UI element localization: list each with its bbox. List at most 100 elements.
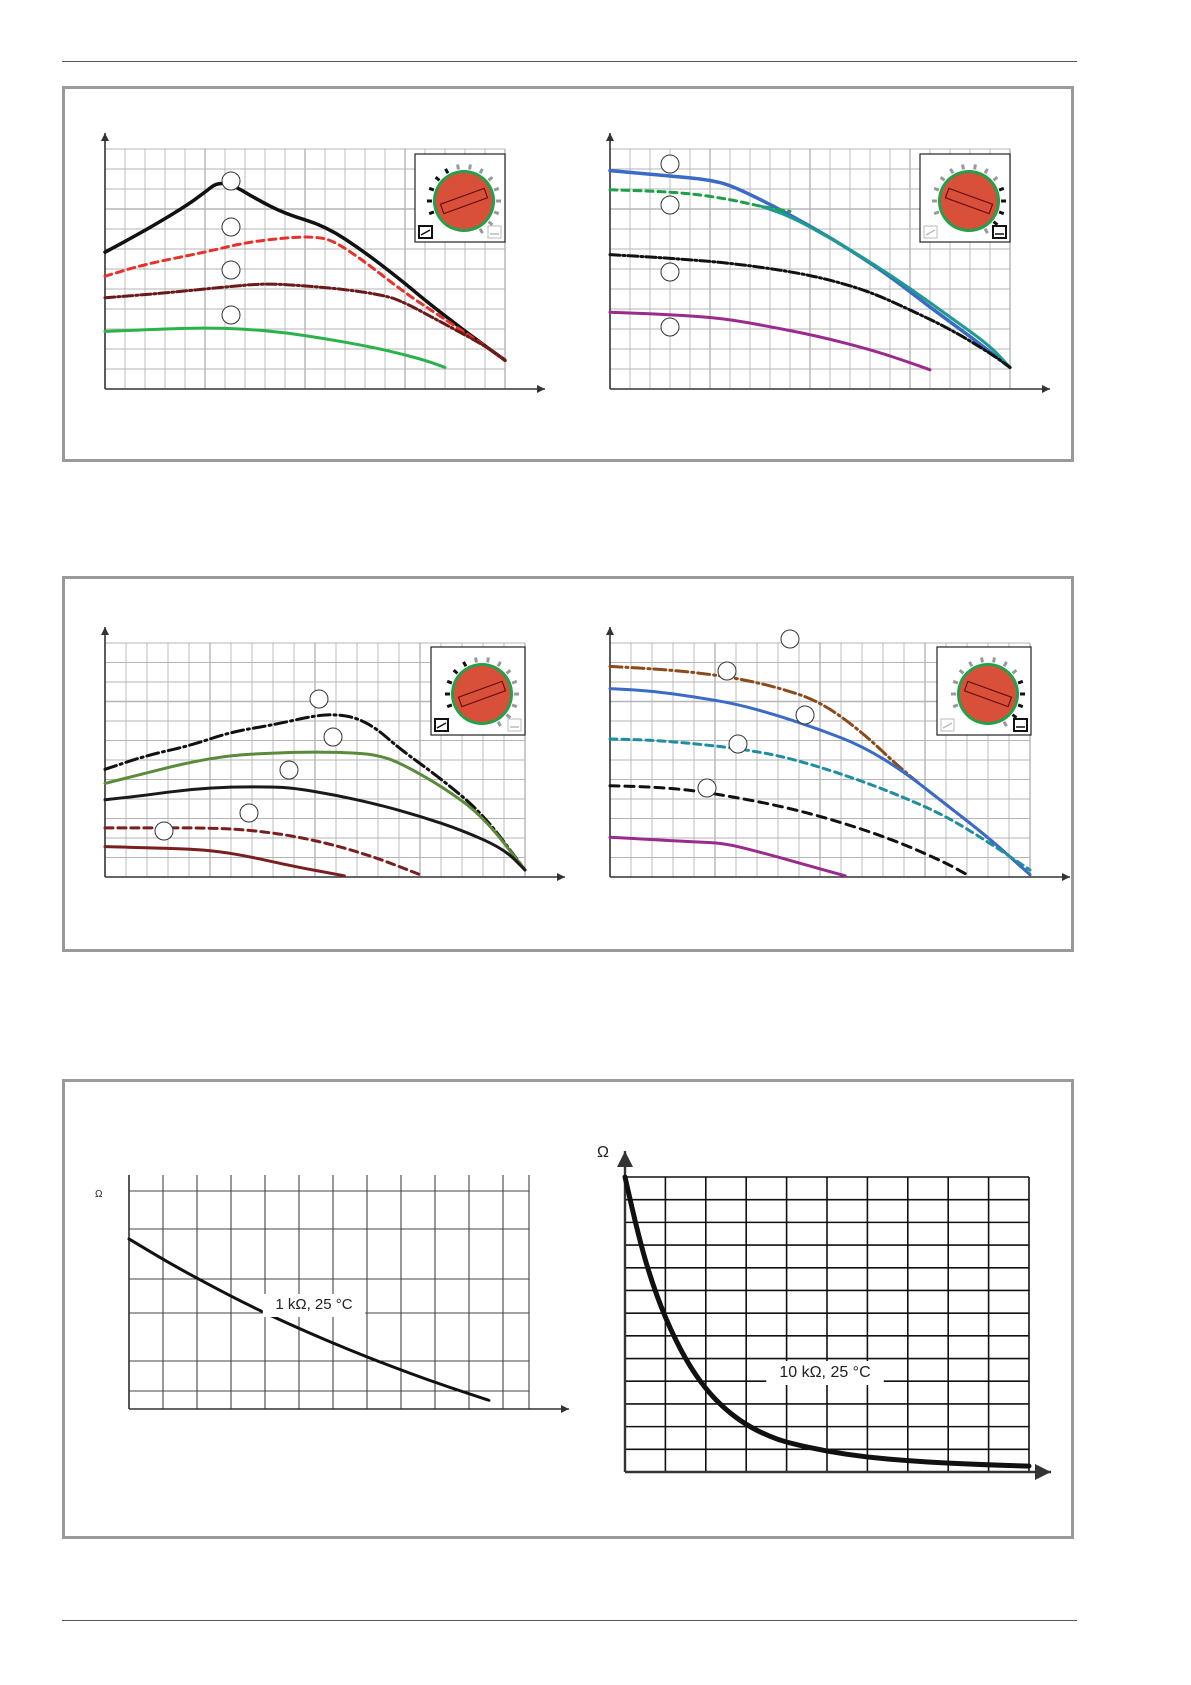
curve-marker-1 (221, 171, 241, 191)
dial-tick (446, 679, 453, 685)
dial-tick (493, 210, 500, 216)
x-axis-arrow (1035, 1464, 1051, 1480)
y-axis-label: Ω (597, 1144, 609, 1161)
curve-marker-2 (717, 661, 737, 681)
series-line-4 (608, 784, 969, 877)
x-axis-arrow (1062, 873, 1070, 881)
series-line-1 (608, 168, 1012, 370)
dial-selector (414, 153, 506, 243)
axes (617, 1151, 1051, 1480)
constant-pressure-icon (487, 225, 502, 239)
dial-tick (992, 176, 999, 182)
curve-marker-3 (795, 705, 815, 725)
figure-panel-1 (62, 86, 1074, 462)
dial-tick (478, 227, 484, 234)
dial-tick (952, 679, 959, 685)
dial-tick (983, 227, 989, 234)
y-axis-arrow (606, 133, 614, 141)
constant-pressure-icon (992, 225, 1007, 239)
dial-tick (478, 168, 484, 175)
curve-marker-1 (309, 689, 329, 709)
curve-marker-4 (660, 317, 680, 337)
grid (624, 1176, 1030, 1473)
dial-tick (1002, 720, 1008, 727)
axes (101, 133, 545, 393)
dial-tick (1002, 661, 1008, 668)
panel-3-svg: 1 kΩ, 25 °C Ω 10 kΩ, 25 °C Ω (95, 1144, 1051, 1480)
dial-pointer (439, 187, 489, 215)
dial-pointer (963, 680, 1013, 708)
dial-tick (434, 176, 441, 182)
curve-marker-5 (697, 778, 717, 798)
dial-tick (428, 210, 435, 216)
series-line-2 (103, 235, 507, 362)
dial-tick (1017, 703, 1024, 709)
figure-panel-3: 1 kΩ, 25 °C Ω 10 kΩ, 25 °C Ω (62, 1079, 1074, 1539)
series-line-1 (622, 1174, 1032, 1469)
axes (128, 1175, 569, 1413)
dial-tick (998, 186, 1005, 192)
x-axis-arrow (537, 385, 545, 393)
dial-tick (511, 679, 518, 685)
proportional-pressure-icon (923, 225, 938, 239)
curve-marker-5 (154, 821, 174, 841)
curve-marker-2 (221, 217, 241, 237)
x-axis-arrow (1042, 385, 1050, 393)
dial-tick (973, 164, 977, 170)
dial-tick (958, 669, 965, 675)
series-line-3 (608, 737, 1032, 872)
curve-marker-1 (780, 629, 800, 649)
proportional-pressure-icon (418, 225, 433, 239)
dial-tick (939, 176, 946, 182)
dial-pointer (944, 187, 994, 215)
series-line-2 (608, 188, 792, 213)
dial-tick (1017, 679, 1024, 685)
x-axis-arrow (557, 873, 565, 881)
chart-ntc-10k: 10 kΩ, 25 °C Ω (597, 1144, 1051, 1480)
series-line-1 (103, 713, 527, 872)
dial-tick (486, 657, 490, 663)
series-line-1 (127, 1237, 491, 1402)
curve-marker-4 (239, 803, 259, 823)
dial-selector (936, 646, 1032, 736)
dial-tick (444, 168, 450, 175)
chart-pump-proportional-pressure-ext (101, 627, 565, 881)
chart-pump-proportional-pressure (101, 133, 545, 393)
dial-tick (952, 703, 959, 709)
dial-pointer (457, 680, 507, 708)
curve-marker-4 (728, 734, 748, 754)
dial-tick (452, 669, 459, 675)
curve-marker-2 (323, 727, 343, 747)
dial-tick (462, 661, 468, 668)
y-axis-arrow (101, 133, 109, 141)
top-rule (62, 61, 1077, 62)
dial-tick (487, 220, 494, 226)
dial-tick (992, 657, 996, 663)
chart-pump-constant-pressure (606, 133, 1050, 393)
panel-2-svg (101, 627, 1070, 881)
dial-tick (1011, 713, 1018, 719)
curve-marker-3 (221, 260, 241, 280)
dial-tick (998, 210, 1005, 216)
curve-marker-1 (660, 154, 680, 174)
series-line-3 (103, 282, 507, 362)
series-line-5 (608, 835, 847, 878)
series-line-4 (608, 253, 1012, 369)
curve-label: 10 kΩ, 25 °C (779, 1364, 870, 1381)
chart-pump-constant-pressure-ext (606, 627, 1070, 881)
curve-marker-3 (660, 262, 680, 282)
series-line-1 (103, 181, 507, 362)
chart-ntc-1k: 1 kΩ, 25 °C Ω (95, 1175, 569, 1413)
dial-tick (992, 220, 999, 226)
dial-tick (949, 168, 955, 175)
dial-tick (446, 703, 453, 709)
dial-tick (933, 210, 940, 216)
dial-tick (496, 661, 502, 668)
dial-tick (456, 164, 460, 170)
series-line-5 (103, 845, 346, 878)
proportional-pressure-icon (940, 718, 955, 732)
y-axis-label: Ω (95, 1189, 103, 1200)
bottom-rule (62, 1620, 1077, 1621)
curve-label: 1 kΩ, 25 °C (275, 1296, 352, 1313)
curve-label-bg (766, 1361, 884, 1385)
